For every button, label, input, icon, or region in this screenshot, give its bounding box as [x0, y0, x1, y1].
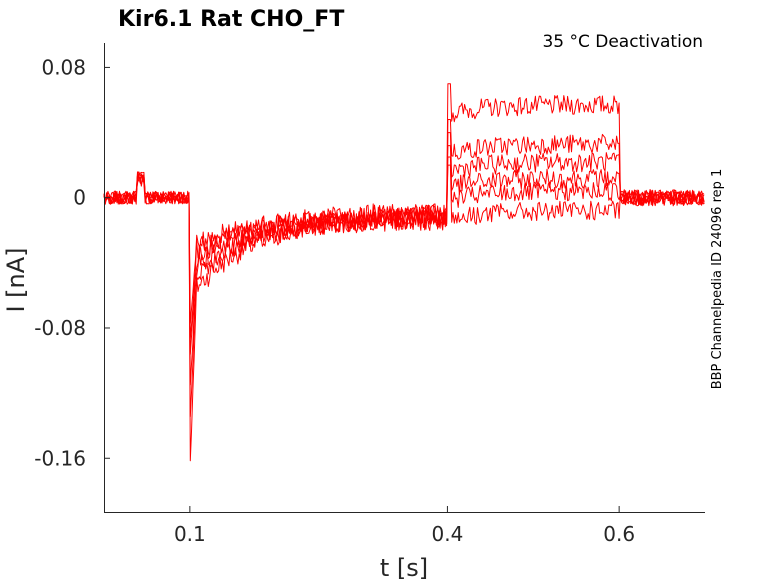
side-annotation: BBP Channelpedia ID 24096 rep 1	[710, 169, 725, 390]
current-trace-3	[103, 132, 705, 386]
y-axis-label: I [nA]	[2, 247, 30, 312]
trace-group	[103, 83, 705, 462]
y-tick-label: -0.16	[34, 446, 86, 470]
current-trace-6	[103, 164, 705, 324]
axes-frame	[104, 43, 705, 513]
y-tick-label: 0	[73, 186, 86, 210]
x-tick-label: 0.4	[432, 522, 464, 546]
chart-title: Kir6.1 Rat CHO_FT	[118, 7, 344, 32]
current-trace-5	[103, 156, 705, 339]
x-tick-label: 0.1	[174, 522, 206, 546]
x-tick-label: 0.6	[603, 522, 635, 546]
y-tick-label: -0.08	[34, 316, 86, 340]
y-tick-label: 0.08	[41, 55, 86, 79]
x-axis-ticks: 0.1 0.4 0.6	[174, 506, 635, 546]
y-axis-ticks: 0.08 0 -0.08 -0.16	[34, 55, 110, 470]
chart-subtitle: 35 °C Deactivation	[542, 32, 703, 52]
x-axis-label: t [s]	[380, 554, 428, 582]
